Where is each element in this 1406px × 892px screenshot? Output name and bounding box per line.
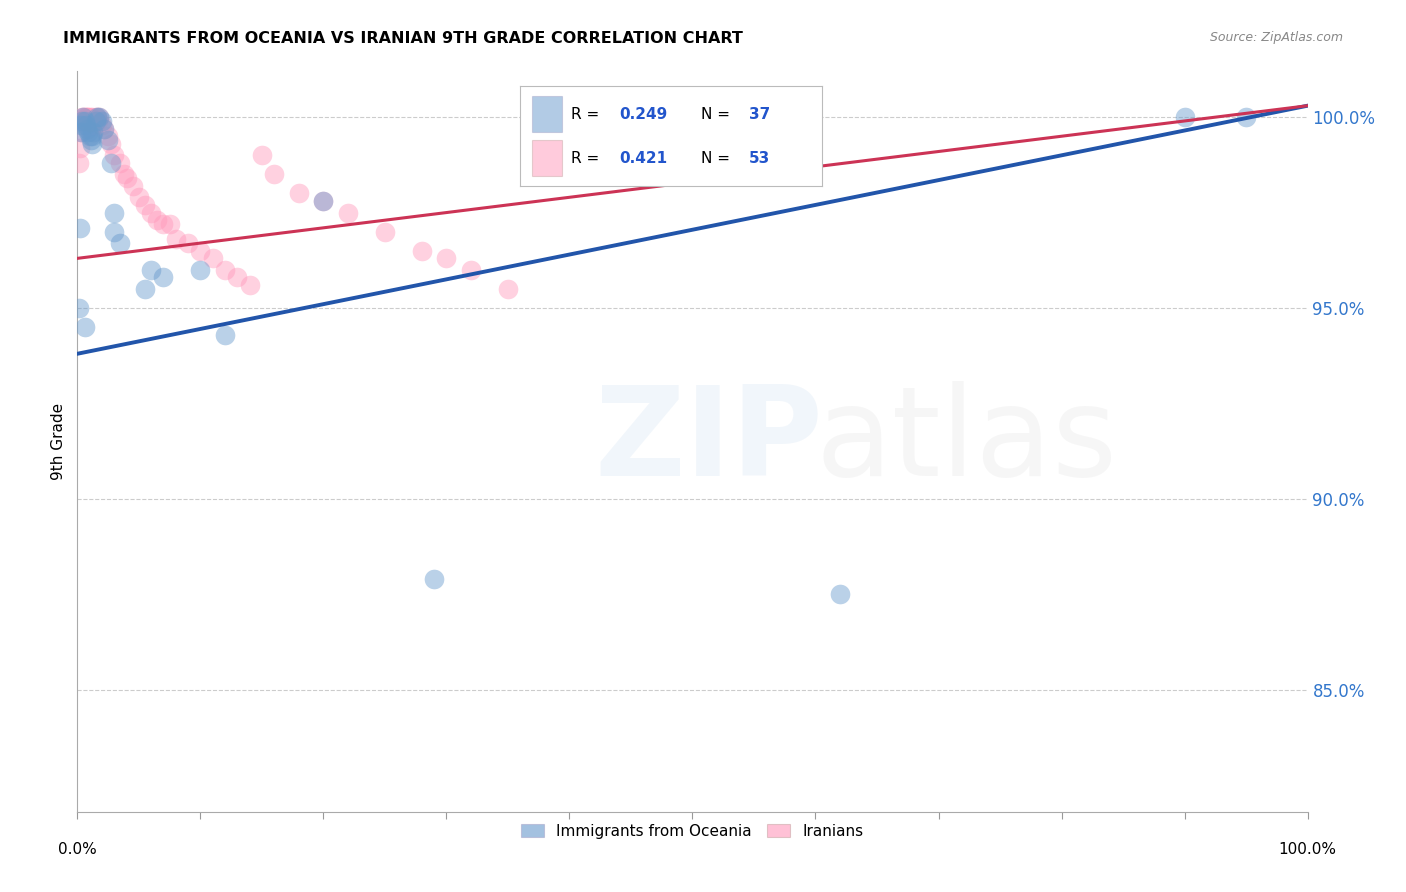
Point [496, 282, 519, 296]
Point [73, 110, 96, 124]
Point [134, 198, 156, 212]
Point [423, 572, 446, 586]
Point [69, 141, 91, 155]
Point [312, 194, 335, 208]
Point [121, 178, 143, 193]
Point [110, 156, 132, 170]
Point [72, 110, 94, 124]
Point [79, 110, 101, 124]
Point [159, 217, 181, 231]
Text: 0.0%: 0.0% [58, 842, 97, 857]
Point [103, 225, 125, 239]
Point [141, 205, 163, 219]
Point [288, 186, 311, 201]
Point [70, 125, 93, 139]
Point [90, 118, 114, 132]
Point [100, 136, 122, 151]
Point [141, 262, 163, 277]
Point [97, 133, 120, 147]
Point [152, 217, 174, 231]
Point [134, 282, 156, 296]
Point [89, 110, 111, 124]
Point [110, 236, 132, 251]
Point [1174, 110, 1197, 124]
Point [80, 133, 103, 147]
Point [312, 194, 335, 208]
Point [77, 110, 100, 124]
Point [1234, 110, 1257, 124]
Point [411, 244, 433, 258]
Point [436, 252, 458, 266]
Point [67, 301, 90, 315]
Point [70, 114, 93, 128]
Point [152, 270, 174, 285]
Text: Source: ZipAtlas.com: Source: ZipAtlas.com [1209, 31, 1343, 45]
Point [188, 262, 212, 277]
Point [77, 125, 100, 139]
Point [374, 225, 396, 239]
Point [534, 156, 557, 170]
Point [80, 114, 103, 128]
Point [73, 320, 96, 334]
Text: atlas: atlas [815, 381, 1118, 502]
Point [75, 114, 97, 128]
Point [82, 110, 104, 124]
Text: 100.0%: 100.0% [1278, 842, 1337, 857]
Point [263, 168, 285, 182]
Point [128, 190, 150, 204]
Point [82, 129, 104, 144]
Point [250, 148, 273, 162]
Point [82, 118, 104, 132]
Point [214, 327, 236, 342]
Point [86, 110, 108, 124]
Point [82, 114, 104, 128]
Point [76, 110, 98, 124]
Point [177, 236, 200, 251]
Point [100, 156, 122, 170]
Point [83, 118, 105, 132]
Point [82, 136, 104, 151]
Point [76, 121, 98, 136]
Point [93, 121, 115, 136]
Point [337, 205, 360, 219]
Point [72, 110, 94, 124]
Point [82, 125, 104, 139]
Point [97, 129, 120, 144]
Point [103, 148, 125, 162]
Point [73, 114, 96, 128]
Point [201, 252, 224, 266]
Point [103, 205, 125, 219]
Point [84, 110, 107, 124]
Point [89, 110, 111, 124]
Point [165, 232, 187, 246]
Point [226, 270, 249, 285]
Point [70, 110, 93, 124]
Point [115, 171, 138, 186]
Point [188, 244, 212, 258]
Point [460, 262, 482, 277]
Point [75, 118, 97, 132]
Point [70, 125, 93, 139]
Point [830, 587, 852, 601]
Point [146, 213, 169, 227]
Point [90, 114, 114, 128]
Point [93, 121, 115, 136]
Point [239, 278, 262, 293]
Point [70, 114, 93, 128]
Text: IMMIGRANTS FROM OCEANIA VS IRANIAN 9TH GRADE CORRELATION CHART: IMMIGRANTS FROM OCEANIA VS IRANIAN 9TH G… [63, 31, 744, 46]
Point [79, 129, 101, 144]
Point [84, 114, 107, 128]
Point [214, 262, 236, 277]
Point [69, 220, 91, 235]
Text: ZIP: ZIP [595, 381, 823, 502]
Point [86, 110, 108, 124]
Y-axis label: 9th Grade: 9th Grade [51, 403, 66, 480]
Legend: Immigrants from Oceania, Iranians: Immigrants from Oceania, Iranians [515, 817, 870, 845]
Point [87, 114, 110, 128]
Point [67, 156, 90, 170]
Point [112, 168, 135, 182]
Point [70, 118, 93, 132]
Point [75, 110, 97, 124]
